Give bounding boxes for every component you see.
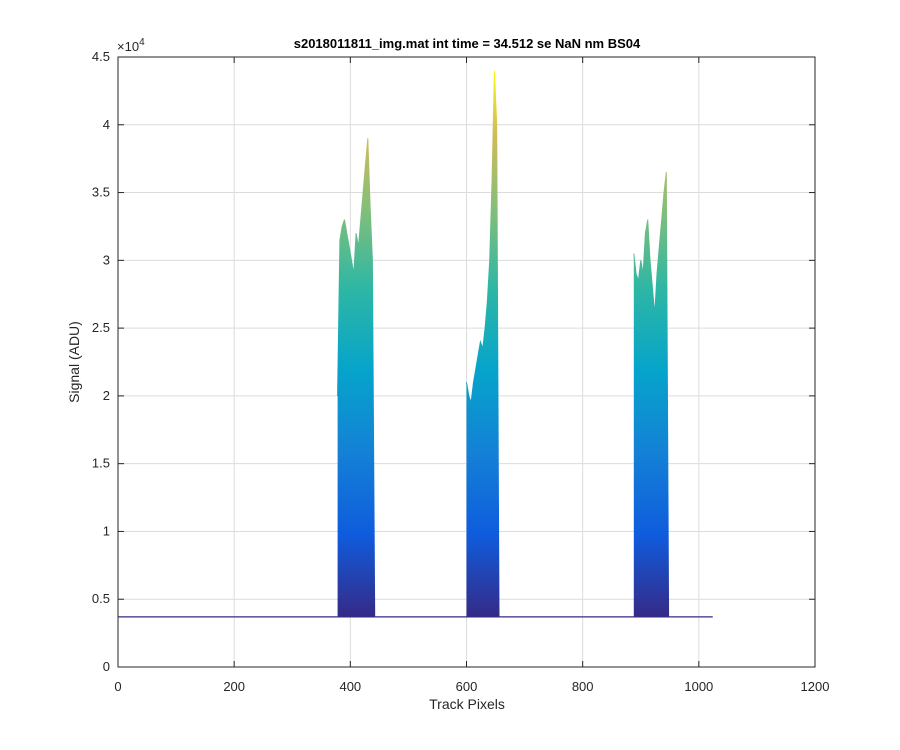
y-tick-label: 2 <box>103 388 110 403</box>
y-tick-label: 3 <box>103 252 110 267</box>
y-axis-label: Signal (ADU) <box>66 321 82 403</box>
peak-area-2 <box>466 70 499 617</box>
x-tick-label: 1000 <box>684 679 713 694</box>
y-tick-label: 2.5 <box>92 320 110 335</box>
y-tick-label: 1.5 <box>92 456 110 471</box>
x-tick-label: 800 <box>572 679 594 694</box>
series-group <box>337 70 670 617</box>
peak-area-3 <box>633 172 669 617</box>
peak-area-1 <box>337 138 375 617</box>
x-tick-label: 600 <box>456 679 478 694</box>
y-tick-label: 1 <box>103 523 110 538</box>
ticks: 0 200 400 600 800 1000 1200 0 0.5 1 1.5 2 2.5 3 3.5 4 4.… <box>92 49 830 694</box>
peak-outline-2 <box>466 70 500 617</box>
y-tick-label: 0 <box>103 659 110 674</box>
peak-outline-1 <box>337 138 376 617</box>
x-axis-label: Track Pixels <box>429 696 505 712</box>
x-tick-label: 200 <box>223 679 245 694</box>
chart-title: s2018011811_img.mat int time = 34.512 se… <box>294 36 641 51</box>
x-tick-label: 400 <box>339 679 361 694</box>
y-tick-label: 4.5 <box>92 49 110 64</box>
peak-outline-3 <box>633 172 670 617</box>
y-exponent-label: ×104 <box>117 37 145 54</box>
x-tick-label: 1200 <box>801 679 830 694</box>
x-tick-label: 0 <box>114 679 121 694</box>
y-tick-label: 0.5 <box>92 591 110 606</box>
y-tick-label: 4 <box>103 117 110 132</box>
y-tick-label: 3.5 <box>92 185 110 200</box>
